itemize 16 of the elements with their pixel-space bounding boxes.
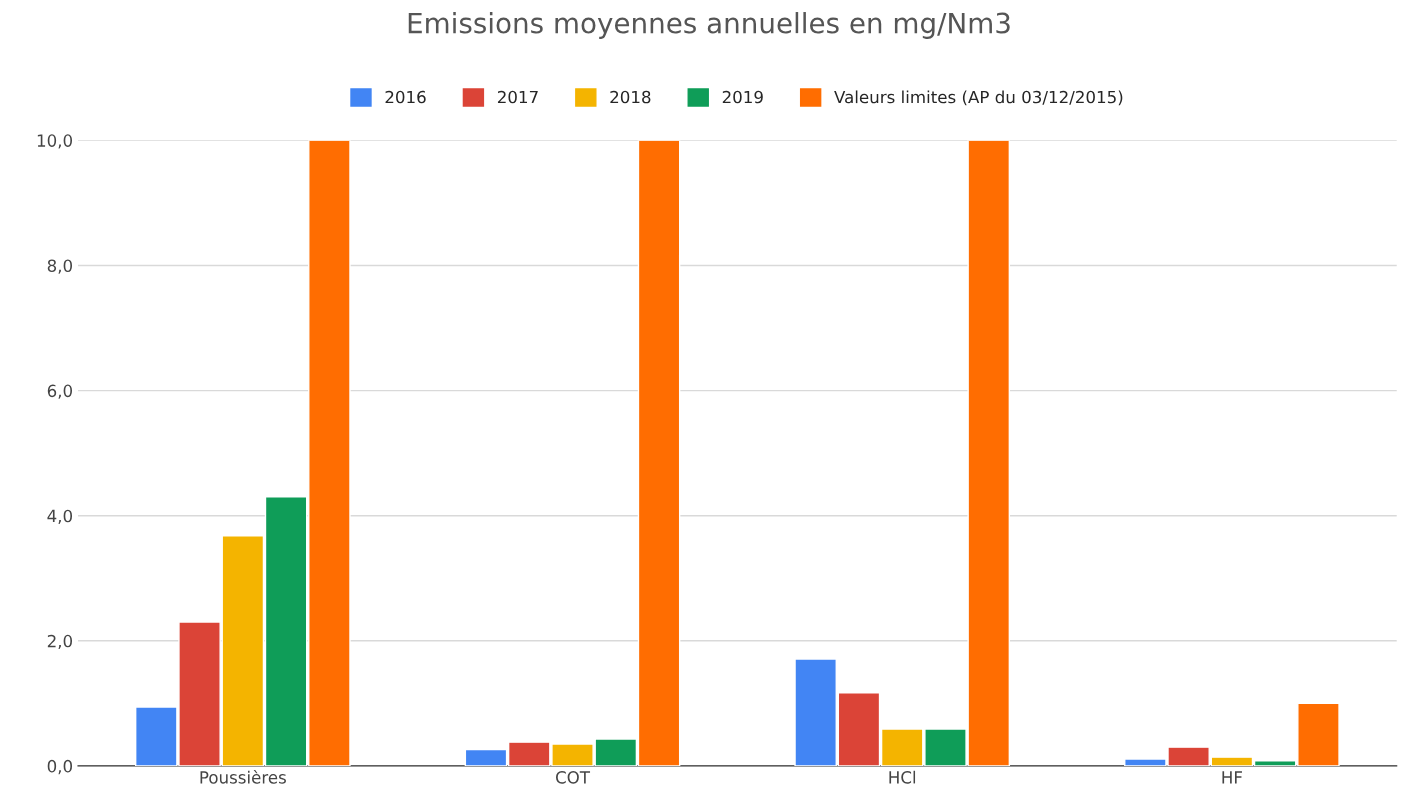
y-tick-label: 10,0 bbox=[37, 134, 73, 149]
y-tick-label: 8,0 bbox=[47, 259, 73, 274]
chart-title: Emissions moyennes annuelles en mg/Nm3 bbox=[408, 12, 1010, 39]
legend-label: 2019 bbox=[722, 90, 763, 104]
x-tick-label: HF bbox=[1222, 771, 1242, 784]
y-tick-label: 4,0 bbox=[47, 509, 73, 524]
y-tick-label: 2,0 bbox=[47, 634, 73, 650]
y-tick-label: 0,0 bbox=[47, 759, 73, 775]
y-tick-label: 6,0 bbox=[47, 384, 73, 399]
legend-label: 2017 bbox=[497, 90, 538, 104]
x-tick-label: Poussières bbox=[200, 770, 286, 784]
legend-label: 2016 bbox=[385, 90, 426, 104]
x-tick-label: HCl bbox=[889, 770, 916, 784]
x-tick-label: COT bbox=[555, 771, 591, 784]
legend-label: Valeurs limites (AP du 03/12/2015) bbox=[834, 90, 1123, 106]
legend-label: 2018 bbox=[610, 90, 651, 104]
